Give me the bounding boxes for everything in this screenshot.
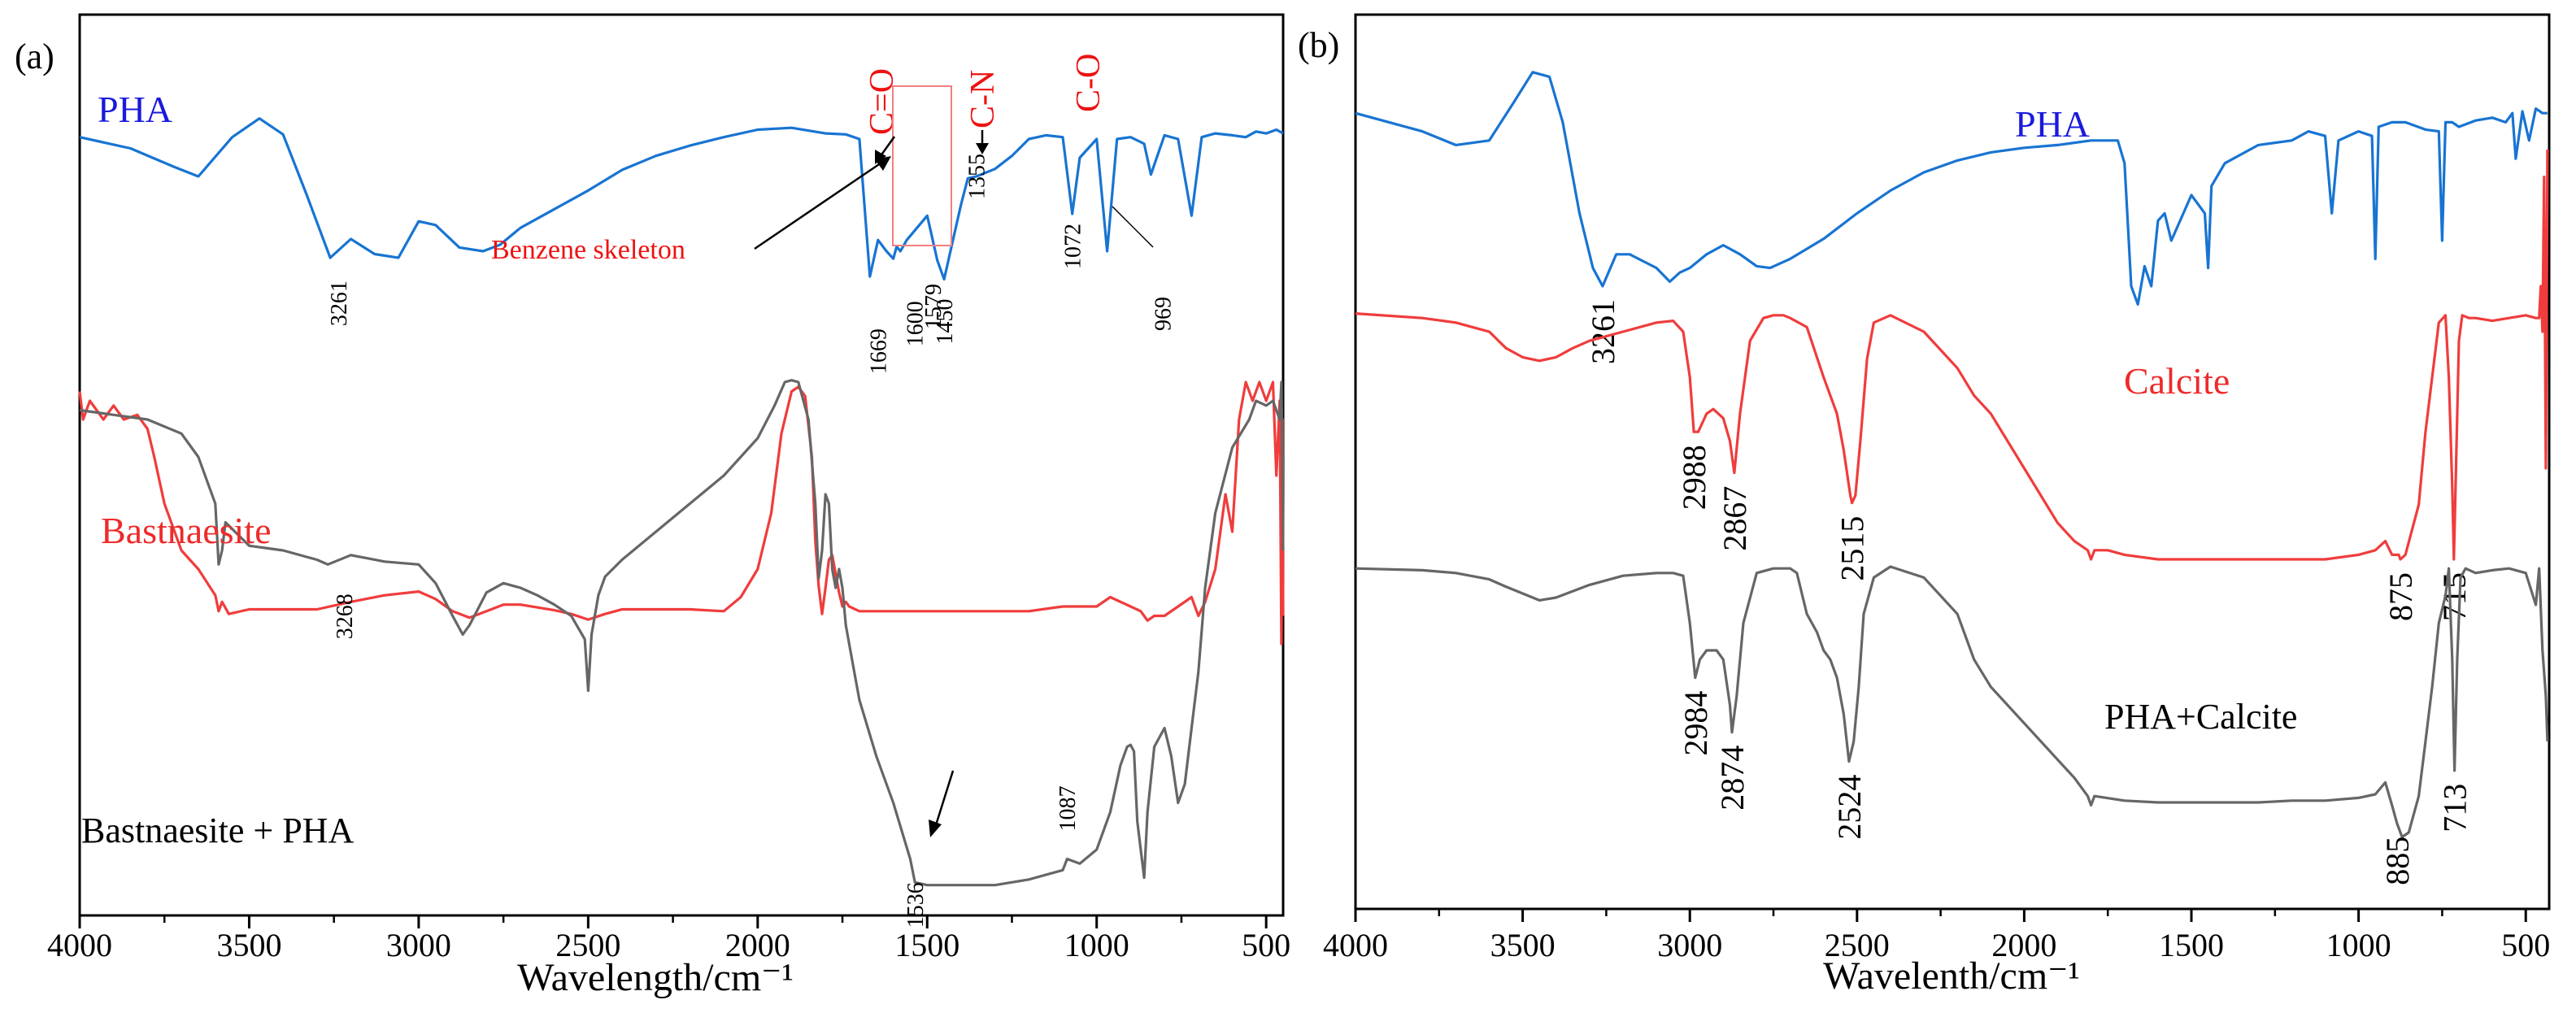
x-tick-label-b-3000: 3000 bbox=[1657, 927, 1722, 963]
peak-label-a-1579: 1579 bbox=[921, 284, 946, 329]
peak-1536-arrowhead bbox=[929, 819, 942, 837]
panel-a-plot-frame bbox=[78, 13, 1285, 917]
peak-label-a-1087: 1087 bbox=[1055, 786, 1081, 832]
series-label-calcite: Calcite bbox=[2124, 360, 2230, 402]
peak-label-a-3268: 3268 bbox=[333, 593, 358, 639]
panel-a-x-axis: 4000 3500 3000 2500 2000 1500 1000 500 bbox=[47, 915, 1290, 963]
series-label-pha-b: PHA bbox=[2015, 103, 2090, 145]
x-tick-label-b-500: 500 bbox=[2501, 927, 2550, 963]
panel-b-label: (b) bbox=[1298, 25, 1339, 65]
x-tick-label-b-1000: 1000 bbox=[2326, 927, 2391, 963]
peak-label-a-1355: 1355 bbox=[965, 154, 990, 199]
x-tick-label-a-4000: 4000 bbox=[47, 927, 112, 963]
benzene-arrow bbox=[754, 158, 887, 250]
series-label-bastnaesite-pha: Bastnaesite + PHA bbox=[81, 811, 354, 850]
series-line-b-calcite bbox=[1355, 149, 2549, 561]
x-axis-title-a: Wavelength/cm⁻¹ bbox=[517, 956, 794, 999]
peak-label-b-713: 713 bbox=[2437, 784, 2474, 833]
series-line-a-bastnaesite-pha bbox=[79, 379, 1285, 887]
peak-label-b-2524: 2524 bbox=[1831, 775, 1868, 840]
series-line-a-pha bbox=[79, 117, 1284, 281]
annotation-benzene-skeleton: Benzene skeleton bbox=[491, 235, 685, 265]
peak-label-a-1536: 1536 bbox=[903, 882, 929, 928]
peak-label-a-3261: 3261 bbox=[327, 280, 352, 326]
peak-969-pointer bbox=[1112, 206, 1154, 248]
x-tick-label-a-1000: 1000 bbox=[1064, 927, 1129, 963]
x-tick-label-b-1500: 1500 bbox=[2159, 927, 2224, 963]
x-tick-label-b-3500: 3500 bbox=[1490, 927, 1556, 963]
peak-label-a-1600: 1600 bbox=[903, 301, 928, 346]
peak-label-a-969: 969 bbox=[1151, 297, 1176, 331]
series-line-b-pha bbox=[1355, 71, 2548, 306]
x-tick-label-a-2000: 2000 bbox=[725, 927, 790, 963]
panel-a-label: (a) bbox=[15, 37, 54, 76]
c-o-double-arrowhead bbox=[875, 150, 886, 164]
peak-label-b-2515: 2515 bbox=[1834, 516, 1871, 581]
x-tick-label-a-2500: 2500 bbox=[555, 927, 620, 963]
series-label-bastnaesite: Bastnaesite bbox=[101, 510, 272, 551]
peak-label-b-2988: 2988 bbox=[1676, 445, 1712, 510]
peak-label-b-2867: 2867 bbox=[1717, 486, 1753, 551]
series-label-pha-calcite: PHA+Calcite bbox=[2104, 697, 2297, 737]
c-n-arrowhead bbox=[976, 143, 989, 154]
panel-b-x-axis: 4000 3500 3000 2500 2000 1500 1000 500 bbox=[1323, 909, 2550, 963]
panel-b-plot-frame bbox=[1354, 13, 2551, 911]
x-tick-label-a-3500: 3500 bbox=[216, 927, 281, 963]
benzene-highlight-box bbox=[892, 85, 952, 246]
peak-label-b-2984: 2984 bbox=[1677, 691, 1714, 756]
peak-label-b-885: 885 bbox=[2379, 837, 2416, 885]
peak-label-a-1072: 1072 bbox=[1061, 224, 1086, 269]
annotation-c-o: C-O bbox=[1070, 54, 1107, 112]
series-label-pha-a: PHA bbox=[98, 89, 172, 130]
annotation-c-n: C-N bbox=[964, 70, 1002, 128]
annotation-c-o-double: C=O bbox=[864, 68, 901, 135]
x-tick-label-a-3000: 3000 bbox=[386, 927, 451, 963]
peak-1536-arrow bbox=[933, 770, 955, 828]
x-tick-label-b-2500: 2500 bbox=[1825, 927, 1890, 963]
peak-label-b-3261: 3261 bbox=[1585, 299, 1621, 364]
series-line-b-pha-calcite bbox=[1355, 565, 2549, 839]
x-tick-label-a-500: 500 bbox=[1242, 927, 1290, 963]
peak-label-a-1669: 1669 bbox=[867, 328, 892, 374]
x-tick-label-b-4000: 4000 bbox=[1323, 927, 1388, 963]
x-tick-label-b-2000: 2000 bbox=[1991, 927, 2056, 963]
peak-label-a-1450: 1450 bbox=[933, 299, 958, 345]
panel-a: (a) 4000 3500 3000 2500 2000 1500 1000 500 3261… bbox=[15, 13, 1290, 999]
x-axis-title-b: Wavelenth/cm⁻¹ bbox=[1823, 954, 2080, 998]
x-tick-label-a-1500: 1500 bbox=[894, 927, 959, 963]
panel-b: (b) 4000 3500 3000 2500 2000 1500 1000 500 3261… bbox=[1298, 13, 2551, 998]
peak-label-b-875: 875 bbox=[2382, 572, 2419, 621]
peak-label-b-2874: 2874 bbox=[1714, 746, 1751, 811]
